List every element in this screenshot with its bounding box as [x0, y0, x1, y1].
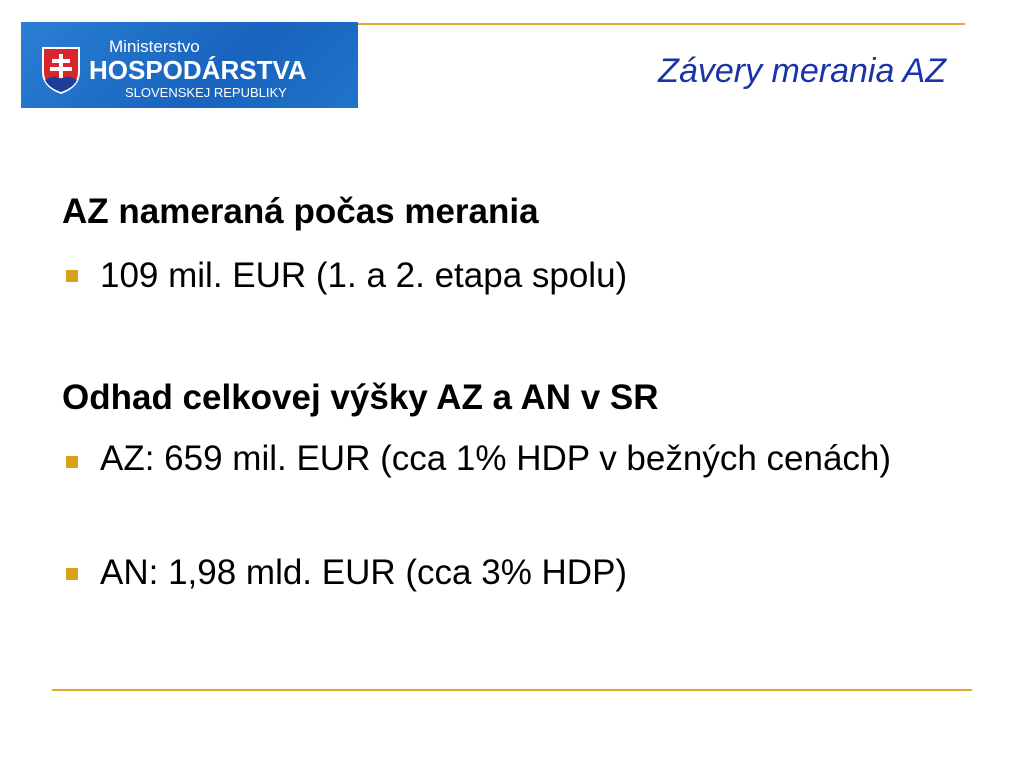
bullet-text: AN: 1,98 mld. EUR (cca 3% HDP): [100, 553, 628, 592]
logo-line3: SLOVENSKEJ REPUBLIKY: [125, 85, 287, 100]
section-heading: Odhad celkovej výšky AZ a AN v SR: [62, 378, 659, 417]
bullet-icon: [66, 568, 78, 580]
logo-line2: HOSPODÁRSTVA: [89, 55, 307, 85]
ministry-logo: Ministerstvo HOSPODÁRSTVA SLOVENSKEJ REP…: [21, 22, 358, 108]
bottom-divider: [52, 689, 972, 691]
slide-title: Závery merania AZ: [658, 52, 946, 90]
bullet-text: AZ: 659 mil. EUR (cca 1% HDP v bežných c…: [100, 439, 892, 478]
section-heading: AZ nameraná počas merania: [62, 192, 539, 231]
bullet-text: 109 mil. EUR (1. a 2. etapa spolu): [100, 256, 628, 295]
top-divider: [358, 23, 965, 25]
logo-line1: Ministerstvo: [109, 37, 200, 56]
bullet-icon: [66, 270, 78, 282]
bullet-icon: [66, 456, 78, 468]
coat-of-arms-icon: [42, 47, 80, 94]
